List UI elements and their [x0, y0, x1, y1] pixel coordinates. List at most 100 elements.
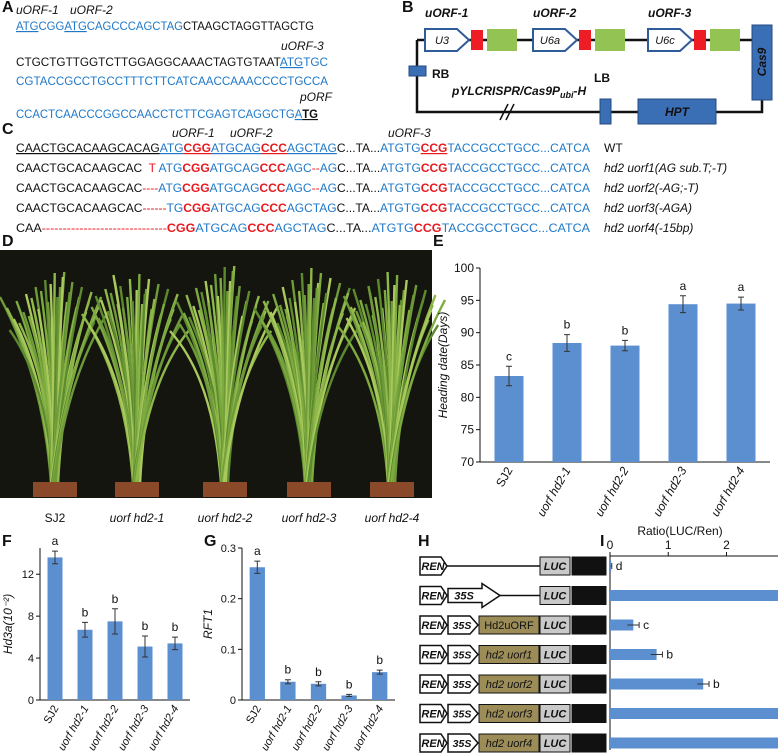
sequence-segment: TACCGCCTGCC...CATCA — [447, 181, 590, 195]
error-bar — [650, 651, 663, 658]
y-tick-label: 12 — [22, 569, 34, 581]
promoter-label: U6c — [655, 35, 675, 47]
x-tick-label: uorf hd2-1 — [534, 465, 573, 519]
sequence-segment: ATGTG — [380, 201, 421, 215]
error-bar — [254, 560, 261, 574]
bar — [167, 643, 183, 700]
error-bar — [622, 339, 628, 352]
error-bar — [627, 622, 640, 628]
sequence-segment: AGCTAG — [287, 201, 337, 215]
sequence-segment: ATGCAG — [211, 201, 261, 215]
sequence-line: CAACTGCACAAGCAC------TGCGGATGCAGCCCAGCTA… — [16, 201, 590, 215]
genotype-label: hd2 uorf4(-15bp) — [604, 221, 693, 235]
reporter-label: REN — [421, 738, 445, 750]
sequence-segment: CCG — [414, 221, 442, 235]
sequence-segment: CAACTGCACAAGCAC — [16, 201, 143, 215]
bar — [47, 557, 63, 700]
sequence-segment: ATGCAG — [195, 221, 247, 235]
sequence-segment: C...TA... — [337, 201, 380, 215]
reporter-label: REN — [421, 650, 445, 662]
insert-label: hd2 uorf1 — [486, 650, 532, 662]
orf-label: uORF-1 — [172, 126, 215, 140]
x-tick-label: SJ2 — [42, 704, 62, 726]
significance-letter: b — [564, 318, 571, 332]
vector-name-part: -H — [574, 84, 587, 98]
rb-label: RB — [432, 67, 450, 81]
significance-letter: a — [254, 544, 261, 558]
sequence-line: CCACTCAACCCGGCCAACCTCTTCGAGTCAGGCTGATG — [16, 109, 318, 121]
lb-label: LB — [594, 71, 610, 85]
luc-label: LUC — [544, 679, 568, 691]
panel-label: I — [600, 533, 604, 550]
x-tick-label: uorf hd2-4 — [708, 464, 748, 519]
sequence-line: CAACTGCACAAGCAC----ATGCGGATGCAGCCCAGC--A… — [16, 181, 590, 195]
cas9-box — [751, 24, 773, 101]
hpt-box — [637, 98, 717, 125]
reporter-label: REN — [421, 620, 445, 632]
significance-letter: b — [142, 619, 149, 633]
sequence-segment: ATGCAG — [211, 141, 261, 155]
nos-box — [571, 704, 607, 723]
x-tick-label: uorf hd2-2 — [290, 704, 325, 753]
luc-box — [539, 704, 571, 723]
bar — [494, 375, 524, 462]
promoter-arrow — [532, 28, 579, 52]
y-tick-label: 95 — [461, 293, 475, 307]
y-tick-label: 85 — [461, 358, 475, 372]
bar — [372, 672, 388, 700]
promoter-label: 35S — [454, 591, 474, 603]
bar — [77, 629, 93, 700]
nos-box — [571, 615, 607, 635]
sgrna-scaffold — [487, 29, 517, 51]
panel-label: F — [2, 533, 12, 550]
error-bar — [376, 669, 383, 675]
bar — [280, 681, 296, 700]
plant-leaf — [52, 311, 110, 485]
insert-label: hd2 uorf4 — [486, 738, 532, 750]
y-axis-label: RFT1 — [201, 609, 215, 639]
significance-letter: b — [112, 592, 119, 606]
sequence-segment: ATG — [64, 21, 87, 33]
x-tick-label: 0 — [607, 538, 614, 552]
nos-label: NOS — [577, 620, 602, 632]
insert-box — [478, 733, 540, 753]
sequence-segment: AGC — [286, 161, 312, 175]
bar — [610, 678, 704, 690]
y-tick-label: 75 — [461, 423, 475, 437]
cas9-label: Cas9 — [755, 47, 769, 76]
panel-label: D — [2, 233, 14, 250]
y-tick-label: 100 — [454, 261, 474, 275]
sequence-segment: CGG — [182, 161, 209, 175]
promoter-arrow — [447, 582, 502, 609]
orf-label: uORF-2 — [70, 3, 113, 17]
panel-label: H — [418, 533, 430, 550]
sequence-segment: AG — [320, 161, 337, 175]
promoter-arrow — [447, 674, 480, 694]
sequence-segment: ---- — [142, 181, 158, 195]
orf-label: uORF-3 — [388, 126, 431, 140]
significance-letter: c — [643, 618, 649, 632]
sequence-segment: TACCGCCTGCC...CATCA — [442, 221, 590, 235]
sequence-segment: T — [149, 161, 157, 175]
y-tick-label: 80 — [461, 390, 475, 404]
y-tick-label: 0.1 — [221, 644, 236, 656]
reporter-label: REN — [421, 679, 445, 691]
significance-letter: b — [172, 620, 179, 634]
orf-label: uORF-2 — [230, 126, 273, 140]
bar — [310, 683, 327, 700]
sequence-segment: C...TA... — [326, 221, 371, 235]
luc-label: LUC — [544, 738, 568, 750]
insert-box — [478, 615, 540, 635]
sequence-line: CTGCTGTTGGTCTTGGAGGCAAACTAGTGTAAT ATGTGC — [16, 57, 328, 69]
error-bar — [680, 295, 686, 314]
sequence-line: CAACTGCACAAGCAC T ATGCGGATGCAGCCCAGC--AG… — [16, 161, 590, 175]
plant-label: SJ2 — [45, 511, 66, 525]
plant-leaf — [56, 291, 93, 485]
sequence-segment: CAACTGCACAAGCAC — [16, 161, 149, 175]
nos-label: NOS — [577, 709, 602, 721]
sequence-segment: ATGTG — [380, 141, 421, 155]
bar — [610, 619, 634, 631]
sequence-line: CAA------------------------------ CGGATGC… — [16, 221, 590, 235]
sequence-segment: C...TA... — [337, 161, 380, 175]
x-axis-label: Ratio(LUC/Ren) — [637, 524, 722, 538]
